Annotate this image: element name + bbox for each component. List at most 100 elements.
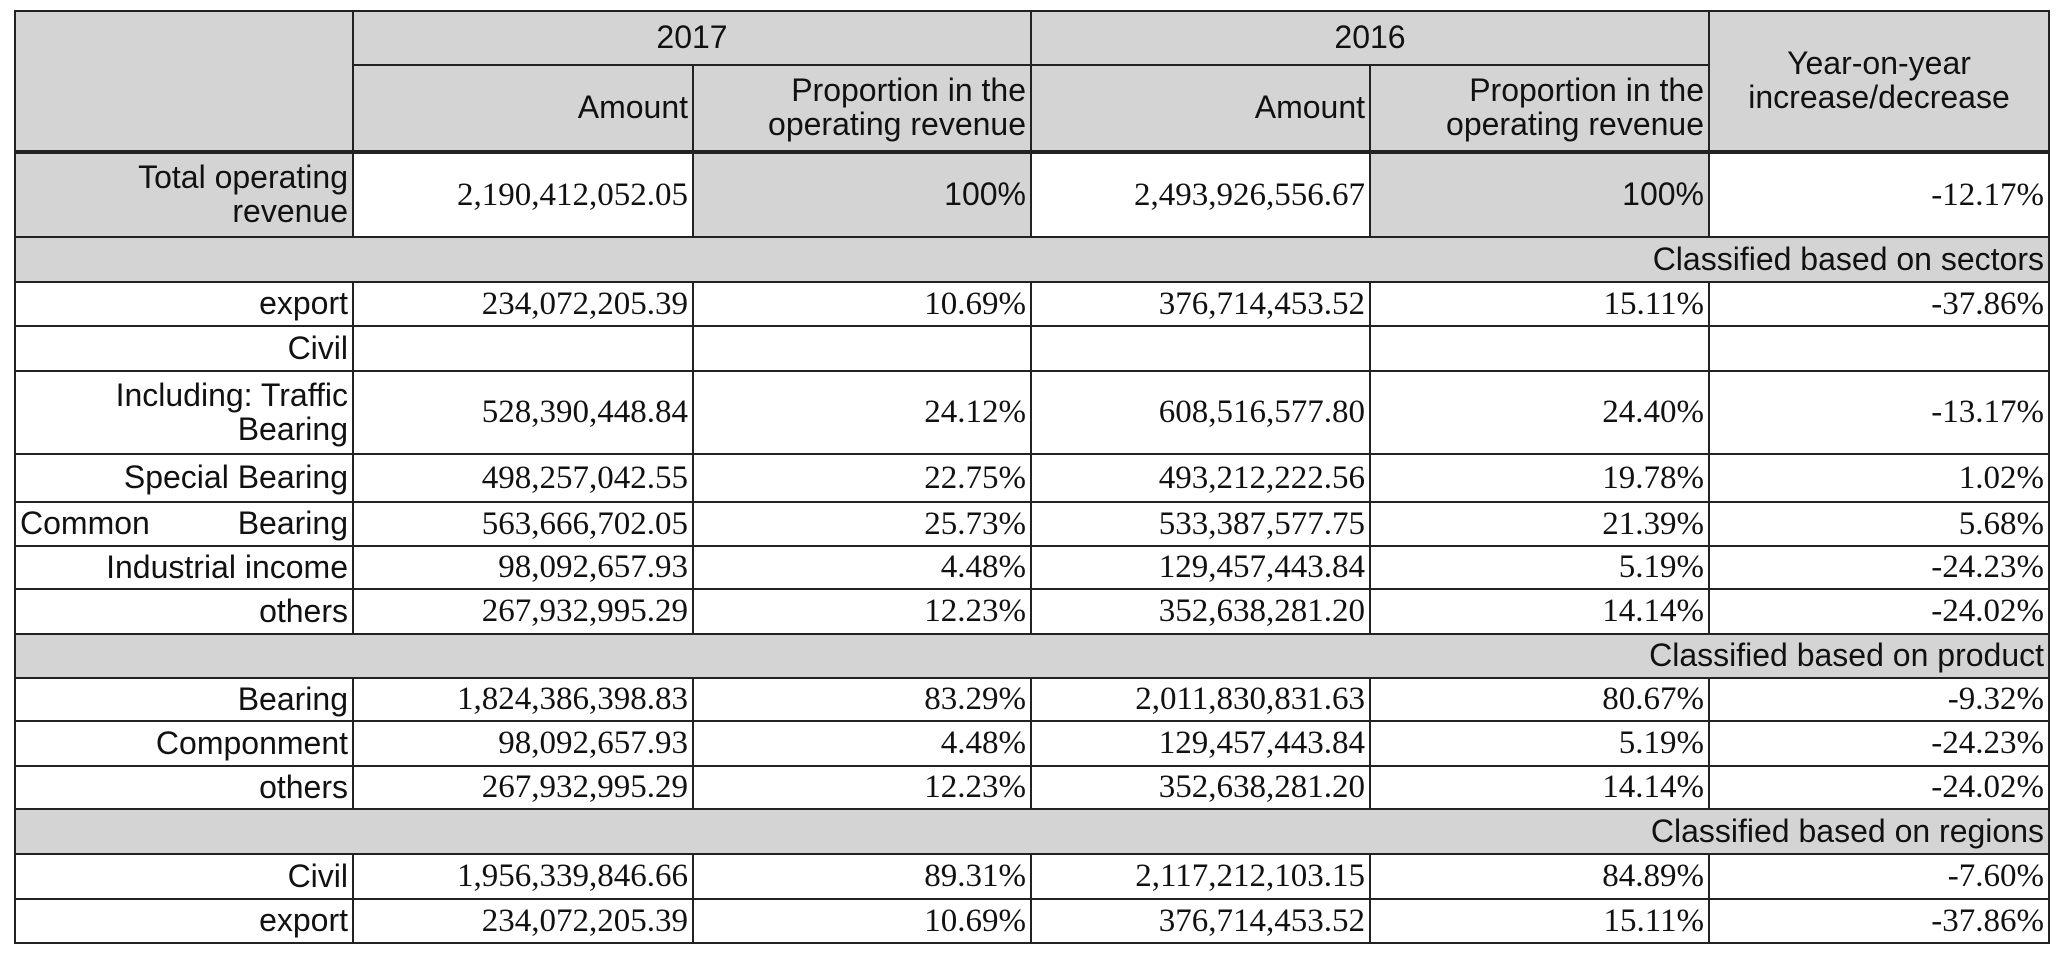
amount-2017-header: Amount — [352, 64, 694, 154]
amount-2016: 608,516,577.80 — [1030, 370, 1371, 455]
proportion-2017: 4.48% — [692, 545, 1032, 590]
amount-2017: 2,190,412,052.05 — [352, 151, 694, 238]
yoy-change — [1708, 325, 2050, 372]
yoy-change: -37.86% — [1708, 898, 2050, 944]
proportion-2017: 4.48% — [692, 720, 1032, 767]
total-row: Total operating revenue 2,190,412,052.05… — [14, 151, 2050, 238]
table-row: Civil — [14, 325, 2050, 372]
proportion-2016: 21.39% — [1369, 501, 1710, 547]
proportion-2017: 100% — [692, 151, 1032, 238]
proportion-2016 — [1369, 325, 1710, 372]
amount-2016 — [1030, 325, 1371, 372]
yoy-change: -12.17% — [1708, 151, 2050, 238]
row-label: Componment — [14, 720, 354, 767]
amount-2016: 493,212,222.56 — [1030, 453, 1371, 503]
row-label: Special Bearing — [14, 453, 354, 503]
amount-2016: 2,117,212,103.15 — [1030, 853, 1371, 900]
proportion-2017: 83.29% — [692, 677, 1032, 722]
year-2016-header: 2016 — [1030, 10, 1710, 66]
year-2017-header: 2017 — [352, 10, 1032, 66]
amount-2017: 528,390,448.84 — [352, 370, 694, 455]
table-row: others 267,932,995.29 12.23% 352,638,281.20… — [14, 765, 2050, 810]
proportion-2016-header: Proportion in the operating revenue — [1369, 64, 1710, 154]
yoy-change: 5.68% — [1708, 501, 2050, 547]
proportion-2016: 100% — [1369, 151, 1710, 238]
table-row: Civil 1,956,339,846.66 89.31% 2,117,212,103… — [14, 853, 2050, 900]
proportion-2017: 10.69% — [692, 898, 1032, 944]
yoy-change: -37.86% — [1708, 281, 2050, 327]
amount-2017: 498,257,042.55 — [352, 453, 694, 503]
amount-2017: 234,072,205.39 — [352, 281, 694, 327]
table-row: others 267,932,995.29 12.23% 352,638,281.20… — [14, 588, 2050, 635]
amount-2016: 2,493,926,556.67 — [1030, 151, 1371, 238]
proportion-2016: 84.89% — [1369, 853, 1710, 900]
amount-2016: 129,457,443.84 — [1030, 720, 1371, 767]
proportion-2016: 24.40% — [1369, 370, 1710, 455]
table-row: export 234,072,205.39 10.69% 376,714,453.52… — [14, 281, 2050, 327]
corner-cell — [14, 10, 354, 154]
row-label: Bearing — [14, 677, 354, 722]
section-header-row: Classified based on regions — [14, 808, 2050, 855]
proportion-2017-header: Proportion in the operating revenue — [692, 64, 1032, 154]
amount-2016: 352,638,281.20 — [1030, 588, 1371, 635]
proportion-2017: 12.23% — [692, 765, 1032, 810]
row-label: Including: Traffic Bearing — [14, 370, 354, 455]
row-label: others — [14, 765, 354, 810]
proportion-2016: 15.11% — [1369, 281, 1710, 327]
amount-2016: 533,387,577.75 — [1030, 501, 1371, 547]
yoy-change: -24.02% — [1708, 588, 2050, 635]
operating-revenue-table: 2017 2016 Year-on-year increase/decrease… — [14, 10, 2050, 944]
amount-2017: 563,666,702.05 — [352, 501, 694, 547]
section-title: Classified based on product — [14, 633, 2050, 679]
row-label: Total operating revenue — [14, 151, 354, 238]
section-header-row: Classified based on product — [14, 633, 2050, 679]
proportion-2016: 19.78% — [1369, 453, 1710, 503]
yoy-change: -7.60% — [1708, 853, 2050, 900]
amount-2017: 234,072,205.39 — [352, 898, 694, 944]
amount-2017: 1,824,386,398.83 — [352, 677, 694, 722]
proportion-2017: 25.73% — [692, 501, 1032, 547]
yoy-change: -9.32% — [1708, 677, 2050, 722]
amount-2016-header: Amount — [1030, 64, 1371, 154]
proportion-2016: 5.19% — [1369, 720, 1710, 767]
yoy-header: Year-on-year increase/decrease — [1708, 10, 2050, 154]
row-label: export — [14, 898, 354, 944]
amount-2017 — [352, 325, 694, 372]
proportion-2017: 22.75% — [692, 453, 1032, 503]
amount-2016: 352,638,281.20 — [1030, 765, 1371, 810]
amount-2016: 376,714,453.52 — [1030, 898, 1371, 944]
proportion-2016: 15.11% — [1369, 898, 1710, 944]
table-row: Bearing 1,824,386,398.83 83.29% 2,011,830,8… — [14, 677, 2050, 722]
amount-2017: 267,932,995.29 — [352, 588, 694, 635]
table-row: Including: Traffic Bearing 528,390,448.84… — [14, 370, 2050, 455]
section-header-row: Classified based on sectors — [14, 236, 2050, 283]
proportion-2017 — [692, 325, 1032, 372]
yoy-change: -13.17% — [1708, 370, 2050, 455]
row-label: Common Bearing — [14, 501, 354, 547]
proportion-2016: 14.14% — [1369, 765, 1710, 810]
proportion-2016: 80.67% — [1369, 677, 1710, 722]
proportion-2017: 10.69% — [692, 281, 1032, 327]
table-row: Common Bearing 563,666,702.05 25.73% 533,38… — [14, 501, 2050, 547]
amount-2017: 267,932,995.29 — [352, 765, 694, 810]
yoy-change: -24.23% — [1708, 545, 2050, 590]
section-title: Classified based on sectors — [14, 236, 2050, 283]
amount-2016: 129,457,443.84 — [1030, 545, 1371, 590]
section-title: Classified based on regions — [14, 808, 2050, 855]
amount-2016: 376,714,453.52 — [1030, 281, 1371, 327]
row-label: Civil — [14, 325, 354, 372]
table-row: Special Bearing 498,257,042.55 22.75% 493,2… — [14, 453, 2050, 503]
table-row: export 234,072,205.39 10.69% 376,714,453.52… — [14, 898, 2050, 944]
amount-2017: 98,092,657.93 — [352, 545, 694, 590]
proportion-2016: 5.19% — [1369, 545, 1710, 590]
yoy-change: -24.02% — [1708, 765, 2050, 810]
amount-2016: 2,011,830,831.63 — [1030, 677, 1371, 722]
proportion-2017: 24.12% — [692, 370, 1032, 455]
yoy-change: -24.23% — [1708, 720, 2050, 767]
row-label: Industrial income — [14, 545, 354, 590]
row-label: export — [14, 281, 354, 327]
row-label: Civil — [14, 853, 354, 900]
proportion-2017: 89.31% — [692, 853, 1032, 900]
proportion-2016: 14.14% — [1369, 588, 1710, 635]
amount-2017: 1,956,339,846.66 — [352, 853, 694, 900]
